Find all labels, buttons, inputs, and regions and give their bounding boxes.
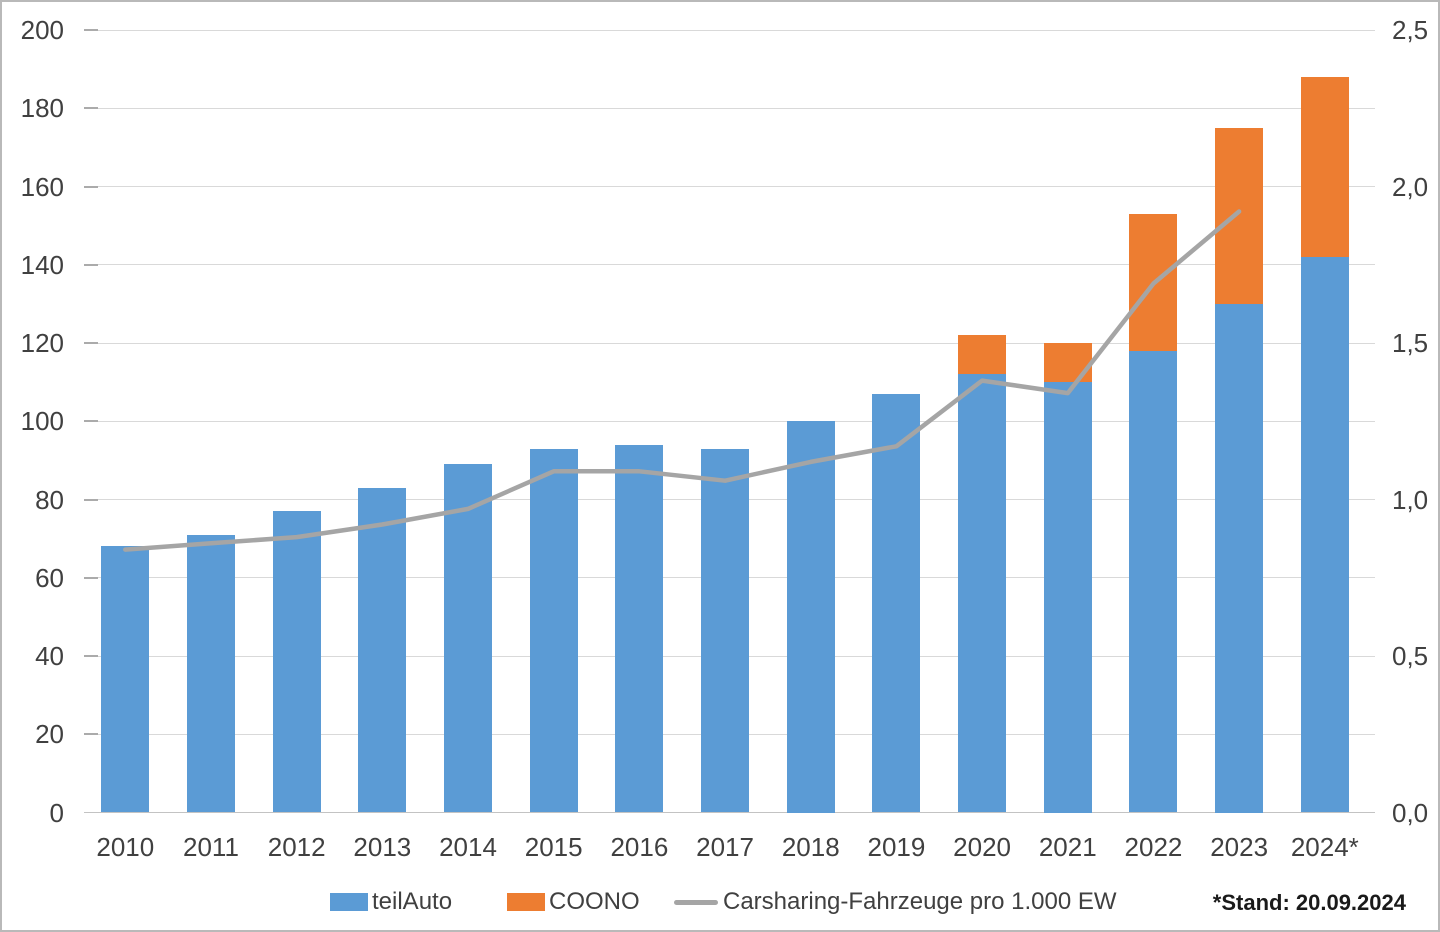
bar-teilauto-2021 [1043, 382, 1092, 813]
bar-teilauto-2010 [101, 546, 150, 813]
gridline-120 [84, 342, 1375, 344]
bar-teilauto-2013 [358, 487, 407, 813]
bar-teilauto-2011 [186, 534, 235, 813]
left-tick-120: 120 [20, 328, 64, 358]
x-label-2024*: 2024* [1290, 832, 1359, 862]
tick-mark-100 [84, 420, 98, 423]
bar-teilauto-2019 [872, 393, 921, 813]
x-label-2015: 2015 [524, 832, 583, 862]
line-swatch-icon [674, 899, 718, 905]
tick-mark-40 [84, 655, 98, 657]
bar-coono-2021 [1043, 343, 1092, 383]
gridline-180 [84, 107, 1375, 109]
x-label-2014: 2014 [439, 832, 497, 862]
tick-mark-20 [84, 733, 98, 736]
bar-teilauto-2024* [1300, 256, 1349, 813]
bar-teilauto-2015 [529, 448, 578, 813]
footnote-stand-date: *Stand: 20.09.2024 [1212, 890, 1406, 915]
x-label-2021: 2021 [1038, 832, 1097, 862]
legend: teilAuto COONO Carsharing-Fahrzeuge pro … [2, 886, 1438, 918]
gridline-200 [84, 29, 1375, 31]
right-tick-0,0: 0,0 [1392, 797, 1429, 828]
gridline-100 [84, 420, 1375, 422]
bar-teilauto-2018 [786, 421, 835, 813]
x-label-2017: 2017 [696, 832, 754, 862]
bar-coono-2020 [958, 335, 1007, 375]
right-tick-1,5: 1,5 [1392, 328, 1429, 358]
bar-coono-2023 [1215, 127, 1264, 304]
bar-teilauto-2017 [701, 448, 750, 813]
tick-mark-120 [84, 342, 98, 344]
tick-mark-140 [84, 263, 98, 266]
left-tick-180: 180 [20, 93, 64, 124]
left-tick-200: 200 [20, 15, 64, 45]
left-tick-100: 100 [20, 406, 64, 437]
legend-item-teilauto: teilAuto [330, 886, 452, 918]
teilauto-swatch-icon [330, 893, 368, 911]
gridline-0 [84, 812, 1375, 813]
x-label-2022: 2022 [1124, 832, 1183, 862]
tick-mark-60 [84, 576, 98, 579]
tick-mark-200 [84, 29, 98, 31]
x-label-2012: 2012 [267, 832, 326, 862]
bar-teilauto-2022 [1129, 350, 1178, 813]
left-tick-160: 160 [20, 171, 64, 202]
right-tick-0,5: 0,5 [1392, 641, 1429, 671]
x-label-2018: 2018 [781, 832, 840, 862]
right-tick-2,5: 2,5 [1392, 15, 1429, 45]
tick-mark-80 [84, 498, 98, 501]
bar-teilauto-2023 [1215, 303, 1264, 813]
x-label-2016: 2016 [610, 832, 669, 862]
legend-item-coono: COONO [507, 886, 640, 918]
bar-coono-2024* [1300, 76, 1349, 257]
legend-item-carsharing-line: Carsharing-Fahrzeuge pro 1.000 EW [674, 886, 1117, 918]
left-tick-0: 0 [49, 797, 64, 828]
legend-label-coono: COONO [549, 888, 640, 915]
x-label-2013: 2013 [353, 832, 412, 862]
left-tick-80: 80 [35, 484, 64, 515]
legend-label-carsharing-line: Carsharing-Fahrzeuge pro 1.000 EW [723, 888, 1117, 915]
right-tick-2,0: 2,0 [1392, 171, 1429, 202]
right-tick-1,0: 1,0 [1392, 484, 1429, 515]
gridline-160 [84, 186, 1375, 187]
legend-label-teilauto: teilAuto [372, 888, 453, 915]
left-tick-20: 20 [35, 719, 64, 750]
tick-mark-180 [84, 107, 98, 110]
bar-teilauto-2012 [272, 511, 321, 813]
left-tick-40: 40 [35, 641, 64, 671]
x-label-2019: 2019 [867, 832, 926, 862]
x-label-2011: 2011 [183, 832, 239, 862]
bar-coono-2022 [1129, 213, 1178, 351]
bar-teilauto-2016 [615, 444, 664, 813]
x-label-2010: 2010 [96, 832, 155, 862]
gridline-140 [84, 264, 1375, 266]
x-label-2020: 2020 [953, 832, 1012, 862]
x-label-2023: 2023 [1210, 832, 1269, 862]
bar-teilauto-2014 [444, 464, 493, 813]
tick-mark-160 [84, 185, 98, 188]
left-tick-60: 60 [35, 562, 64, 593]
bar-teilauto-2020 [958, 374, 1007, 813]
coono-swatch-icon [507, 893, 545, 911]
left-tick-140: 140 [20, 249, 64, 280]
